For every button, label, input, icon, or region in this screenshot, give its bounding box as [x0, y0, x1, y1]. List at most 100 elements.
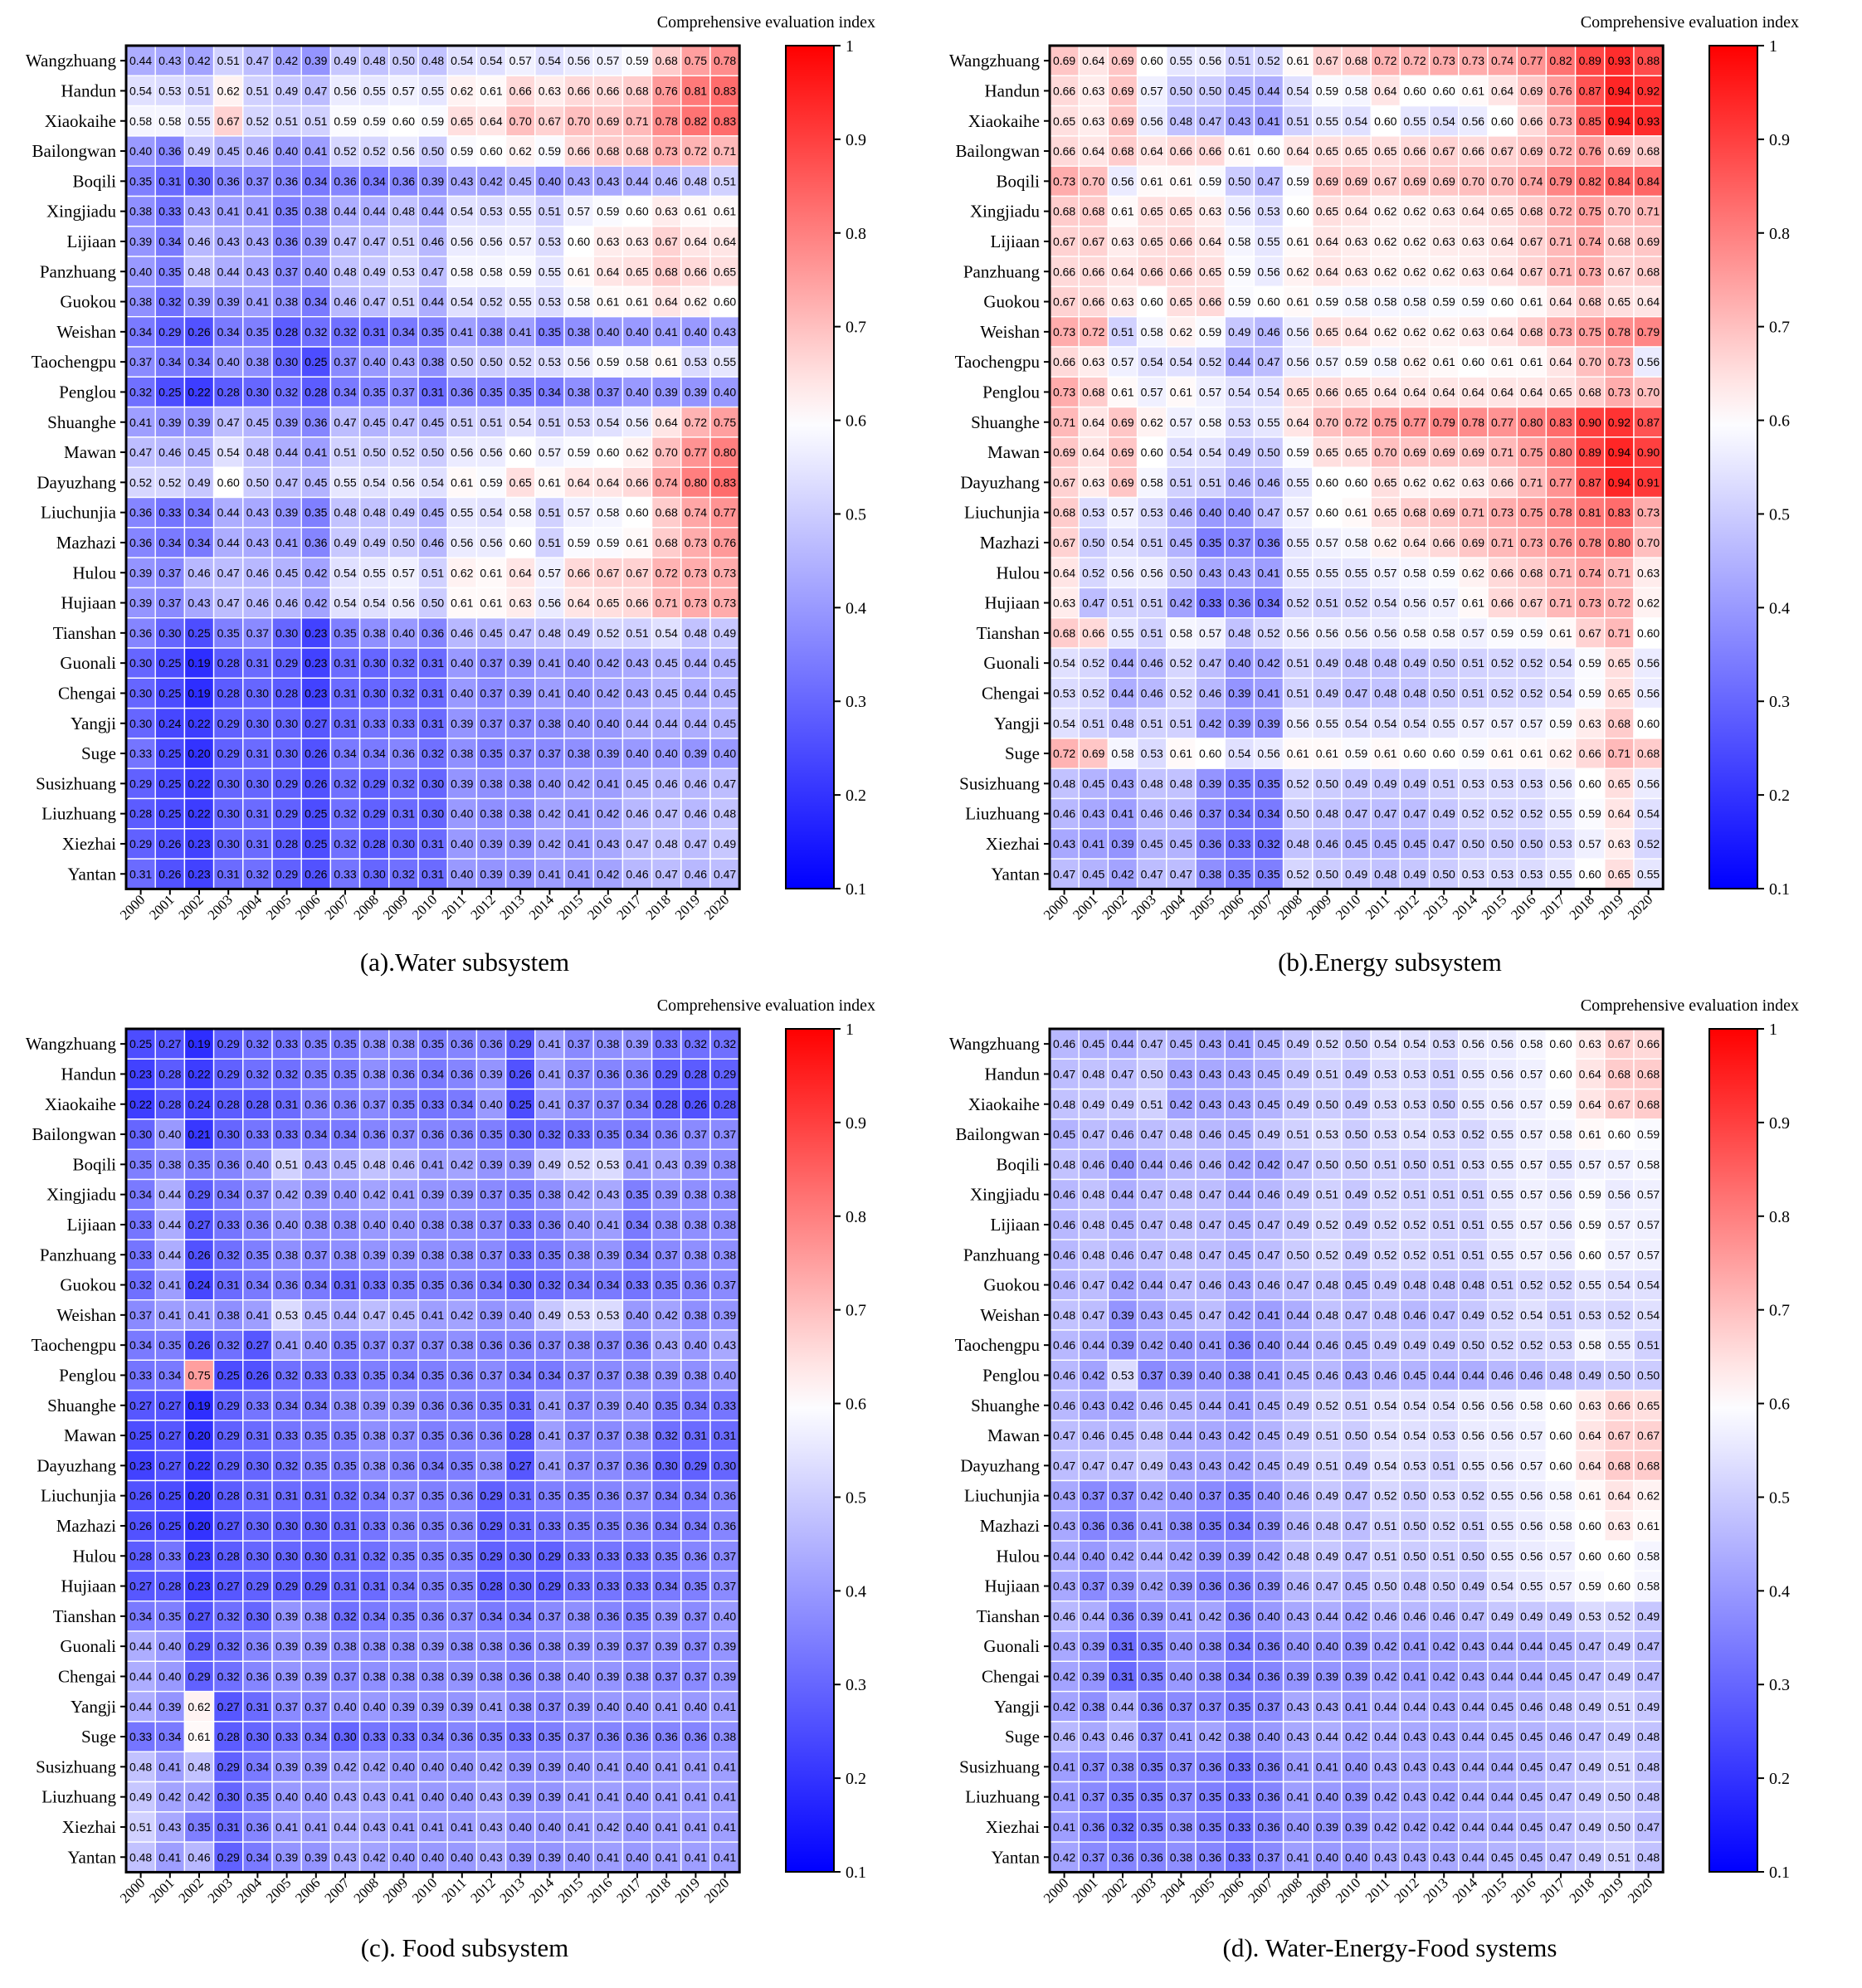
cell-value-label: 0.81: [685, 84, 707, 97]
heatmap-cell: [680, 45, 711, 76]
cell-value-label: 0.44: [1316, 1610, 1338, 1623]
cell-value-label: 0.61: [1520, 295, 1543, 309]
cell-value-label: 0.43: [1287, 1730, 1309, 1743]
cell-value-label: 0.33: [568, 1128, 590, 1141]
cell-value-label: 0.57: [1579, 1157, 1601, 1171]
cell-value-label: 0.37: [480, 686, 502, 699]
cell-value-label: 0.36: [626, 1730, 648, 1743]
cell-value-label: 0.35: [188, 1157, 210, 1171]
cell-value-label: 0.78: [656, 115, 678, 128]
cell-value-label: 0.59: [1491, 626, 1513, 640]
cell-value-label: 0.35: [422, 325, 444, 339]
heatmap-cell: [183, 135, 215, 167]
cell-value-label: 0.54: [656, 626, 678, 640]
cell-value-label: 0.43: [1433, 1760, 1455, 1773]
cell-value-label: 0.51: [1462, 1519, 1484, 1532]
cell-value-label: 0.65: [1316, 205, 1338, 218]
cell-value-label: 0.66: [626, 475, 648, 489]
cell-value-label: 0.40: [158, 1640, 181, 1653]
cell-value-label: 0.43: [1228, 1279, 1250, 1292]
cell-value-label: 0.53: [1433, 1489, 1455, 1503]
cell-value-label: 0.60: [509, 446, 532, 459]
cell-value-label: 0.70: [1608, 205, 1630, 218]
cell-value-label: 0.47: [1257, 506, 1280, 519]
heatmap-cell: [563, 45, 594, 76]
cell-value-label: 0.47: [1462, 1610, 1484, 1623]
cell-value-label: 0.43: [246, 536, 269, 549]
cell-value-label: 0.54: [1637, 1308, 1660, 1322]
cell-value-label: 0.40: [539, 174, 561, 188]
cell-value-label: 0.61: [1287, 295, 1309, 309]
cell-value-label: 0.43: [1433, 1700, 1455, 1713]
x-tick-label: 2015: [555, 892, 586, 923]
cell-value-label: 0.64: [1082, 446, 1104, 459]
heatmap-cell: [271, 226, 302, 257]
y-tick-label: Shuanghe: [47, 412, 116, 432]
heatmap-cell: [709, 256, 740, 288]
y-tick-label: Liuchunjia: [964, 503, 1041, 523]
cell-value-label: 0.30: [246, 385, 269, 398]
cell-value-label: 0.34: [626, 1248, 648, 1261]
cell-value-label: 0.36: [1082, 1820, 1104, 1834]
cell-value-label: 0.51: [1287, 1128, 1309, 1141]
cell-value-label: 0.87: [1637, 416, 1660, 429]
cell-value-label: 0.49: [1374, 1338, 1396, 1352]
cell-value-label: 0.63: [1082, 115, 1104, 128]
y-tick-label: Liuzhuang: [41, 1787, 116, 1807]
heatmap-cell: [271, 75, 302, 107]
cell-value-label: 0.54: [217, 446, 240, 459]
heatmap-cell: [534, 195, 565, 227]
heatmap-cell: [242, 316, 273, 348]
cell-value-label: 0.38: [451, 1640, 473, 1653]
cell-value-label: 0.39: [422, 1640, 444, 1653]
heatmap-cell: [154, 226, 186, 257]
cell-value-label: 0.29: [217, 1760, 240, 1773]
cell-value-label: 0.56: [1637, 355, 1660, 368]
cell-value-label: 0.39: [1082, 1669, 1104, 1683]
cell-value-label: 0.56: [451, 446, 473, 459]
cell-value-label: 0.31: [246, 747, 269, 760]
heatmap-panel-3: 0.25 0.27 0.19 0.29 0.32 0.33 0.35 0.35 0.38 0.38…: [26, 996, 875, 1962]
heatmap-cell: [388, 135, 419, 167]
cell-value-label: 0.32: [539, 1279, 561, 1292]
cell-value-label: 0.58: [1141, 475, 1163, 489]
cell-value-label: 0.38: [539, 1640, 561, 1653]
cell-value-label: 0.39: [509, 837, 532, 850]
x-tick-label: 2010: [409, 892, 440, 923]
cell-value-label: 0.40: [626, 1308, 648, 1322]
cell-value-label: 0.67: [1374, 174, 1396, 188]
cell-value-label: 0.69: [1111, 475, 1133, 489]
cell-value-label: 0.40: [392, 1218, 415, 1231]
cell-value-label: 0.88: [1637, 54, 1660, 67]
x-tick-label: 2008: [351, 892, 382, 923]
cell-value-label: 0.41: [246, 1308, 269, 1322]
cell-value-label: 0.60: [1608, 1549, 1630, 1562]
cell-value-label: 0.46: [1053, 1279, 1075, 1292]
cell-value-label: 0.56: [1491, 1429, 1513, 1442]
cell-value-label: 0.40: [568, 1218, 590, 1231]
cell-value-label: 0.60: [597, 446, 619, 459]
cell-value-label: 0.35: [129, 174, 152, 188]
cell-value-label: 0.53: [1520, 867, 1543, 880]
cell-value-label: 0.61: [1111, 385, 1133, 398]
cell-value-label: 0.32: [217, 1640, 240, 1653]
cell-value-label: 0.69: [1111, 446, 1133, 459]
cell-value-label: 0.80: [1549, 446, 1572, 459]
cell-value-label: 0.42: [1228, 1429, 1250, 1442]
cell-value-label: 0.59: [1316, 84, 1338, 97]
cell-value-label: 0.34: [246, 1850, 269, 1864]
cell-value-label: 0.50: [1608, 1368, 1630, 1381]
cell-value-label: 0.50: [1345, 1128, 1367, 1141]
y-tick-label: Hujiaan: [985, 593, 1041, 613]
cell-value-label: 0.52: [1316, 1037, 1338, 1050]
cell-value-label: 0.28: [685, 1067, 707, 1080]
cell-value-label: 0.35: [305, 1429, 327, 1442]
heatmap-cell: [475, 165, 507, 197]
cell-value-label: 0.39: [656, 1368, 678, 1381]
cell-value-label: 0.63: [1199, 205, 1221, 218]
cell-value-label: 0.33: [568, 1580, 590, 1593]
cell-value-label: 0.39: [480, 1067, 502, 1080]
cell-value-label: 0.20: [188, 1429, 210, 1442]
cell-value-label: 0.33: [626, 1580, 648, 1593]
cell-value-label: 0.32: [392, 686, 415, 699]
